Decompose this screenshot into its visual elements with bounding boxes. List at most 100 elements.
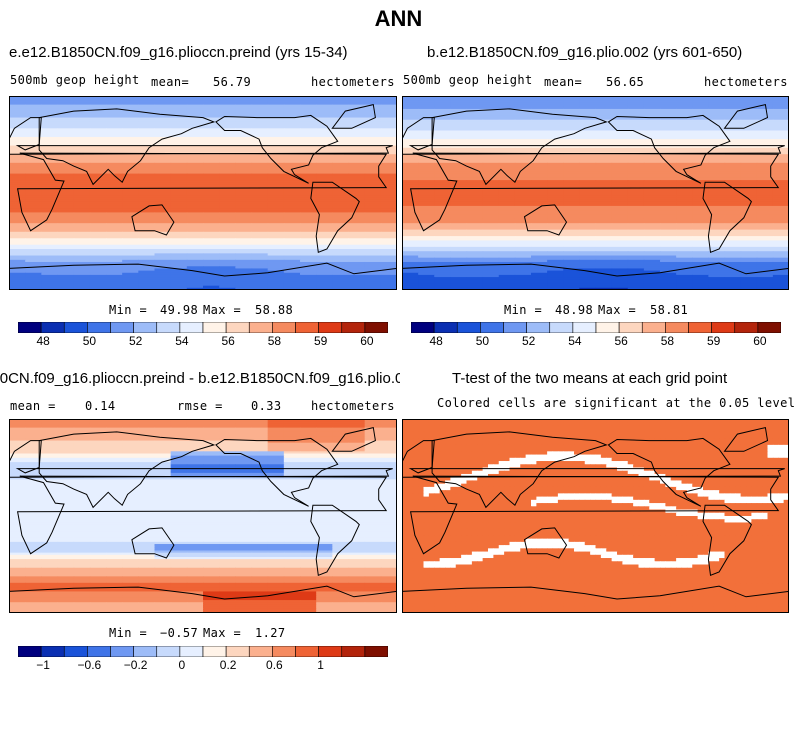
panel-1-cell: [300, 160, 317, 164]
panel-2-cell: [482, 149, 500, 153]
panel-1-cell: [251, 149, 269, 153]
panel-3-cell: [364, 438, 382, 442]
panel-1-cell: [89, 100, 107, 104]
panel-3-cell: [138, 464, 156, 468]
panel-2-cell: [450, 158, 468, 162]
panel-1-colorbar-swatch: [110, 322, 134, 333]
panel-1-cell: [25, 115, 42, 119]
panel-1-cell: [219, 261, 236, 265]
panel-2-cell: [692, 268, 709, 272]
panel-1-cell: [106, 169, 123, 173]
panel-3-cell: [300, 453, 317, 457]
panel-2-cell: [611, 264, 629, 267]
panel-1-cell: [300, 210, 317, 213]
panel-2-cell: [579, 270, 597, 274]
panel-2-cell: [660, 180, 677, 183]
panel-2-cell: [708, 193, 726, 196]
panel-1-cell: [106, 264, 123, 267]
panel-2-cell: [418, 108, 435, 112]
panel-2-land-asia: [431, 108, 608, 186]
panel-2-cell: [466, 199, 484, 203]
panel-1-cell: [170, 281, 188, 285]
panel-1-cell: [203, 225, 220, 229]
panel-2-cell: [450, 102, 468, 106]
panel-1-cell: [380, 218, 397, 222]
panel-2-cell: [434, 130, 451, 134]
panel-2-cell: [756, 126, 774, 129]
panel-1-cell: [300, 100, 317, 104]
panel-1-cell: [122, 238, 139, 242]
panel-2-cell: [708, 102, 726, 106]
panel-1-cell: [73, 119, 91, 123]
panel-2-cell: [595, 126, 613, 129]
panel-1-cell: [348, 240, 366, 244]
panel-2-cell: [547, 251, 564, 254]
panel-1-cell: [332, 134, 350, 138]
panel-2-cell: [563, 277, 580, 280]
panel-1-cell: [267, 132, 285, 136]
panel-1-cell: [186, 156, 204, 160]
panel-1-cell: [9, 160, 26, 164]
panel-1-cell: [73, 218, 91, 222]
panel-3-cell: [41, 423, 59, 427]
panel-3-cell: [364, 425, 382, 429]
panel-2-cell: [692, 210, 709, 213]
panel-2-cell: [676, 124, 693, 127]
panel-2-cell: [514, 240, 532, 244]
panel-2-cell: [547, 108, 564, 112]
panel-2-cell: [547, 106, 564, 110]
panel-3-cell: [9, 436, 26, 439]
panel-2-cell: [595, 154, 613, 157]
panel-3-cell: [186, 451, 204, 455]
panel-2-cell: [724, 274, 742, 278]
panel-2-cell: [434, 270, 451, 274]
panel-1-cell: [219, 285, 236, 289]
panel-2-cell: [418, 253, 435, 257]
panel-1-cell: [41, 236, 59, 239]
panel-2-cell: [772, 108, 789, 112]
panel-1-cell: [267, 244, 285, 248]
panel-2-cell: [627, 117, 645, 121]
panel-1-cell: [25, 108, 42, 112]
panel-1-cell: [41, 143, 59, 147]
panel-2-cell: [724, 244, 742, 248]
panel-1-cell: [89, 180, 107, 183]
panel-1-cell: [380, 287, 397, 290]
panel-2-cell: [708, 167, 726, 170]
panel-1-cell: [300, 139, 317, 142]
panel-3-cell: [380, 442, 397, 446]
panel-2-cell: [563, 246, 580, 250]
panel-2-cell: [450, 164, 468, 168]
panel-1-cell: [9, 216, 26, 220]
panel-1-cell: [235, 106, 253, 110]
panel-1-cell: [364, 257, 382, 261]
panel-1-cell: [25, 283, 42, 287]
panel-1-cell: [138, 136, 156, 140]
panel-1-cell: [364, 98, 382, 101]
panel-3-cell: [203, 434, 220, 437]
panel-1-cell: [57, 272, 75, 276]
panel-1-cell: [332, 218, 350, 222]
panel-2-cell: [531, 190, 548, 194]
panel-2-cell: [595, 216, 613, 220]
panel-2-cell: [708, 277, 726, 280]
panel-2-cell: [724, 193, 742, 196]
panel-1-cell: [348, 113, 366, 116]
panel-1-cell: [380, 126, 397, 129]
panel-2-cell: [531, 227, 548, 231]
panel-1-cell: [316, 117, 333, 121]
panel-3-cell: [300, 436, 317, 439]
panel-2-cell: [402, 126, 419, 129]
panel-2-cell: [708, 126, 726, 129]
panel-2-cell: [692, 108, 709, 112]
panel-2-cell: [482, 272, 500, 276]
panel-2-cell: [692, 180, 709, 183]
panel-1-cell: [154, 193, 172, 196]
panel-2-cell: [402, 117, 419, 121]
panel-2-cell: [482, 98, 500, 101]
panel-1-cell: [89, 98, 107, 101]
panel-1-cell: [170, 108, 188, 112]
panel-1-cell: [186, 216, 204, 220]
panel-2-cell: [611, 119, 629, 123]
panel-2-cell: [450, 182, 468, 185]
